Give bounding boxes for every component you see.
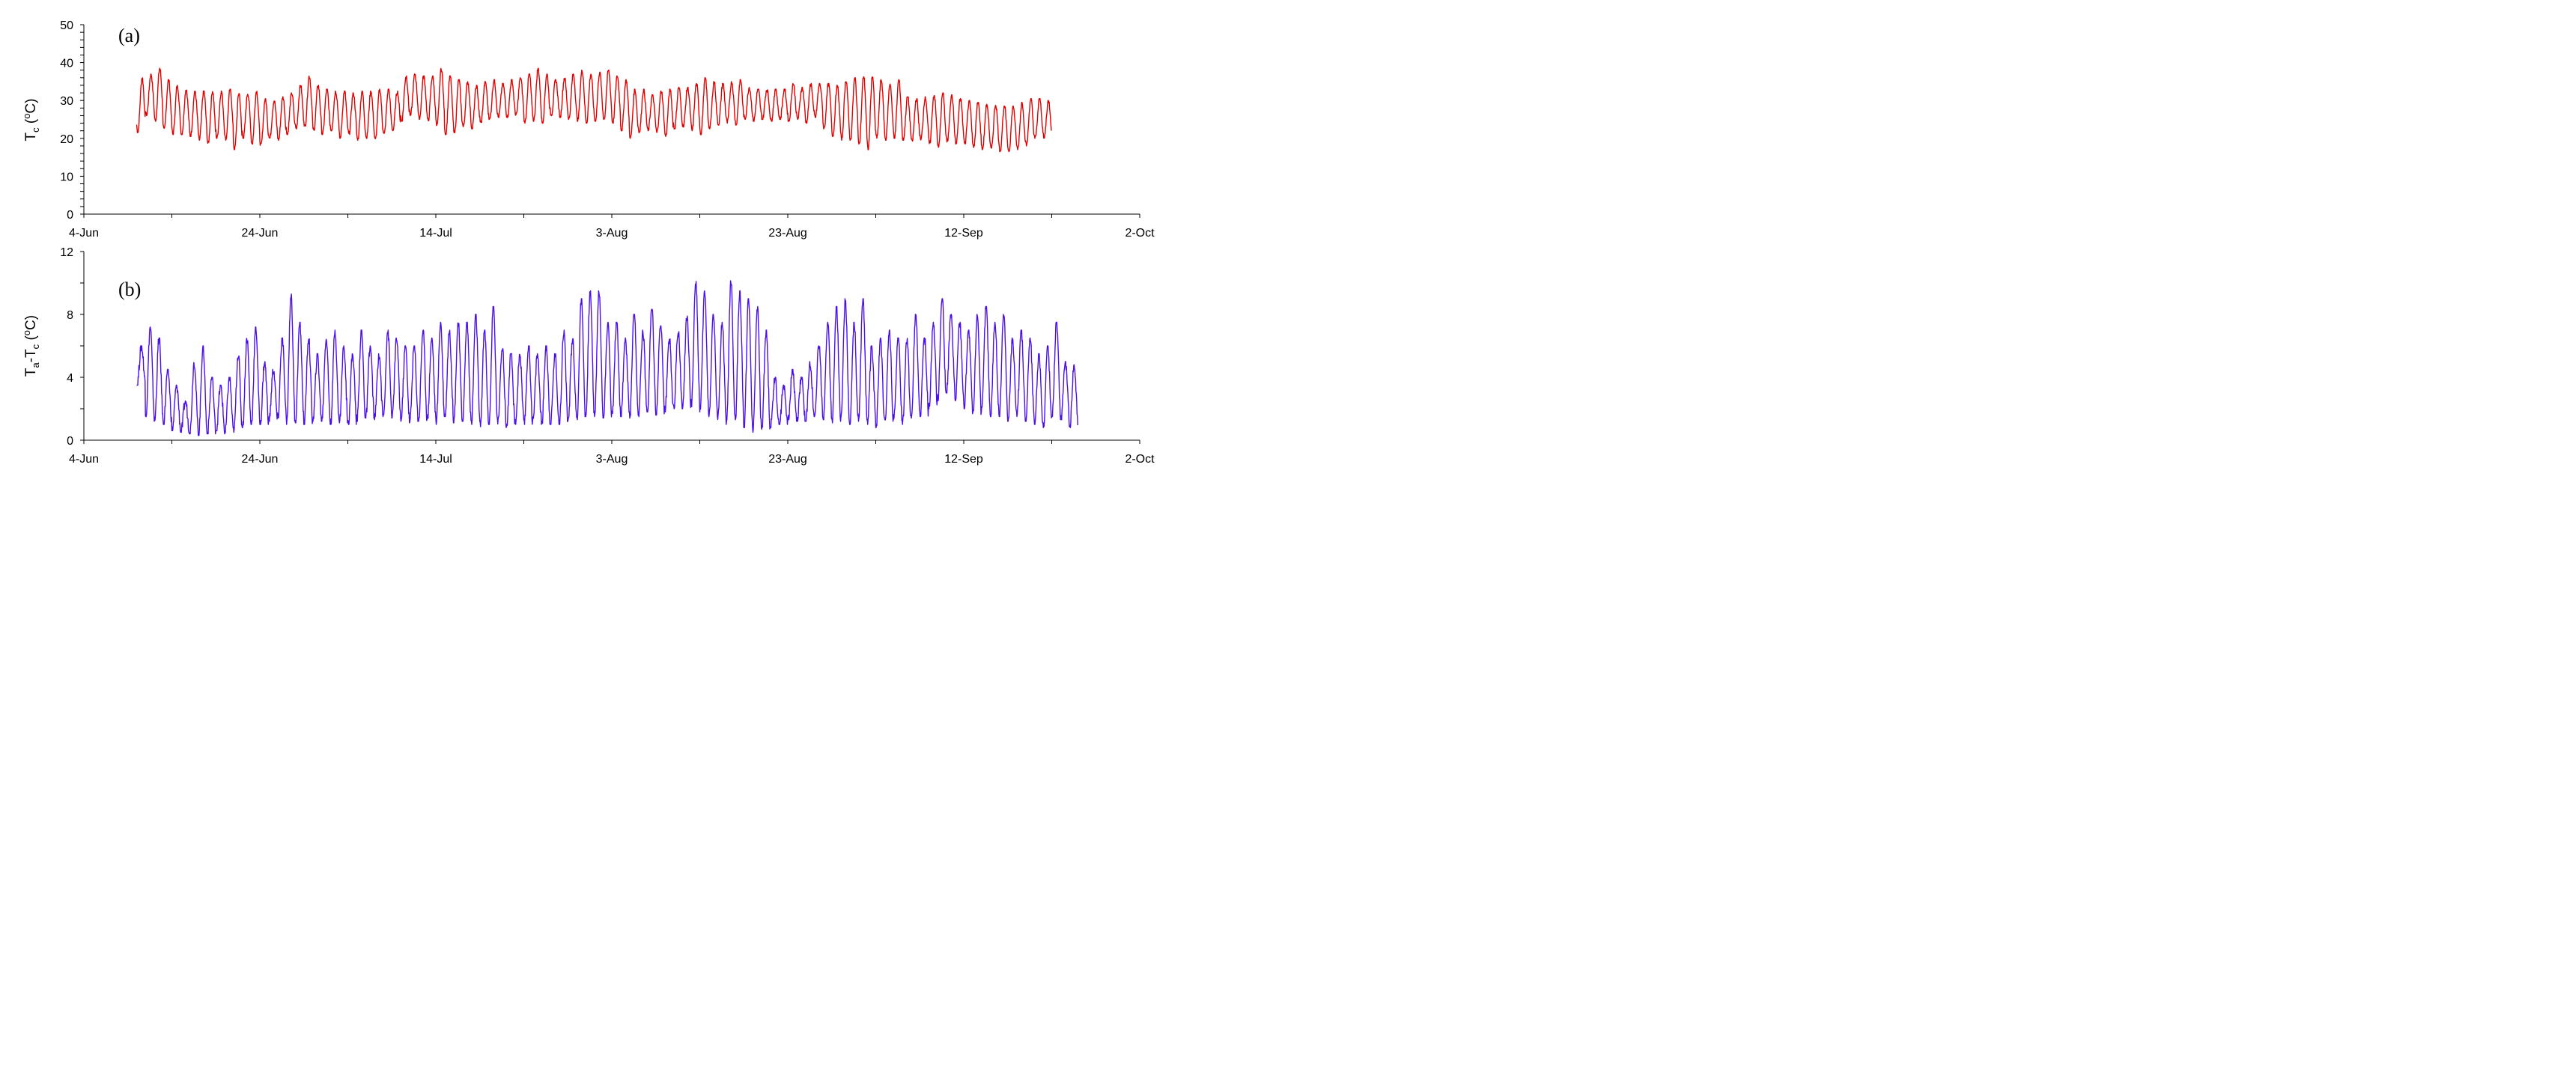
y-axis-title-b: Ta-Tc (oC) xyxy=(21,315,41,377)
x-tick-label: 12-Sep xyxy=(944,453,983,466)
y-tick-label: 8 xyxy=(67,309,73,322)
panel-label-b: (b) xyxy=(118,278,141,300)
axes-a: 0 10 20 30 40 50 4-Jun 24-Jun 14-Jul 3-Aug 23-Aug 1… xyxy=(60,19,1155,240)
x-tick-label: 23-Aug xyxy=(768,453,807,466)
x-tick-label: 24-Jun xyxy=(242,227,279,240)
x-tick-label: 2-Oct xyxy=(1125,227,1155,240)
series-b xyxy=(136,280,1078,436)
series-line xyxy=(136,67,1052,153)
axes-b: 0 4 8 12 4-Jun 24-Jun 14-Jul 3-Aug 23-Aug 12-Sep 2… xyxy=(60,246,1155,466)
y-tick-label: 50 xyxy=(60,19,73,32)
y-tick-label: 20 xyxy=(60,133,73,146)
series-a xyxy=(136,67,1052,153)
series-line xyxy=(136,280,1078,436)
x-tick-label: 4-Jun xyxy=(69,453,99,466)
x-tick-label: 4-Jun xyxy=(69,227,99,240)
y-axis-title-a: Tc (oC) xyxy=(21,98,41,141)
x-tick-label: 3-Aug xyxy=(596,227,628,240)
y-tick-label: 0 xyxy=(67,209,73,222)
x-tick-label: 12-Sep xyxy=(944,227,983,240)
chart-panel-a: (a) Tc (oC) 0 10 20 30 40 50 4-Jun 24-Jun 14-Jul… xyxy=(21,19,1155,240)
x-tick-label: 14-Jul xyxy=(419,227,452,240)
y-tick-label: 30 xyxy=(60,95,73,108)
x-tick-label: 14-Jul xyxy=(419,453,452,466)
y-tick-label: 10 xyxy=(60,171,73,183)
y-tick-label: 0 xyxy=(67,435,73,448)
y-tick-label: 12 xyxy=(60,246,73,259)
x-tick-label: 23-Aug xyxy=(768,227,807,240)
x-tick-label: 3-Aug xyxy=(596,453,628,466)
y-tick-label: 40 xyxy=(60,58,73,70)
y-axis-title-a-text: Tc (oC) xyxy=(21,98,41,141)
x-tick-label: 24-Jun xyxy=(242,453,279,466)
chart-panel-b: (b) Ta-Tc (oC) 0 4 8 12 4-Jun 24-Jun 14-Jul 3-A… xyxy=(21,246,1155,466)
x-tick-label: 2-Oct xyxy=(1125,453,1155,466)
panel-label-a: (a) xyxy=(118,25,140,46)
y-tick-label: 4 xyxy=(67,372,73,385)
y-axis-title-b-text: Ta-Tc (oC) xyxy=(21,315,41,377)
